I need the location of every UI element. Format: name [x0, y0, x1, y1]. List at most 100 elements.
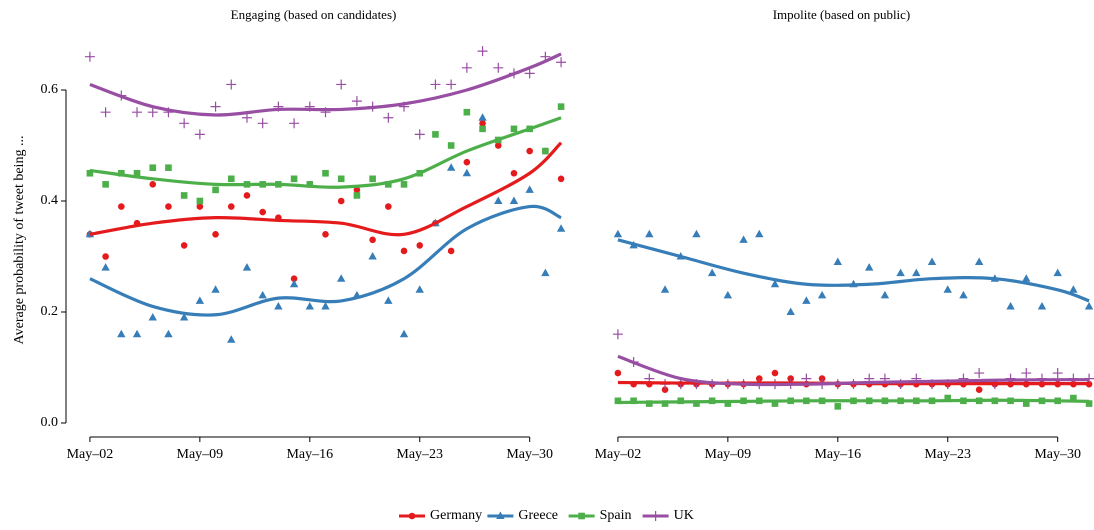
point	[383, 112, 394, 123]
point	[226, 79, 237, 90]
x-tick-label: May–30	[506, 447, 553, 462]
y-tick-label: 0.0	[41, 415, 59, 430]
point	[132, 329, 142, 338]
point	[880, 290, 890, 299]
point	[834, 403, 842, 410]
point	[212, 186, 219, 194]
point	[274, 301, 283, 310]
point	[385, 203, 392, 210]
trend-line	[617, 238, 1090, 303]
point	[102, 181, 109, 188]
point	[337, 197, 345, 205]
point	[614, 369, 622, 377]
point	[509, 196, 519, 204]
y-tick-label: 0.6	[41, 82, 59, 97]
point	[739, 235, 748, 243]
panel-title: Impolite (based on public)	[773, 7, 911, 22]
point	[1085, 400, 1093, 407]
point	[943, 285, 952, 293]
point	[242, 263, 252, 271]
point	[289, 118, 300, 129]
point	[227, 335, 236, 343]
x-tick-label: May–16	[814, 447, 861, 462]
point	[479, 120, 486, 127]
point	[147, 107, 158, 118]
point	[707, 268, 717, 277]
point	[645, 229, 654, 238]
point	[86, 169, 94, 177]
point	[510, 125, 518, 133]
x-tick-label: May–23	[924, 447, 971, 462]
point	[241, 112, 252, 123]
point	[557, 175, 565, 183]
point	[787, 375, 794, 382]
point	[165, 164, 172, 171]
point	[526, 147, 533, 155]
panel-title: Engaging (based on candidates)	[231, 7, 397, 22]
point	[723, 290, 733, 299]
point	[118, 203, 125, 210]
point	[415, 285, 424, 293]
point	[353, 192, 361, 199]
point	[117, 329, 126, 338]
point	[149, 164, 157, 171]
point	[771, 369, 779, 377]
point	[446, 79, 457, 90]
point	[179, 118, 190, 129]
point	[368, 252, 377, 260]
point	[660, 285, 670, 293]
legend-item: UK	[642, 508, 694, 523]
point	[755, 229, 764, 238]
point	[384, 296, 393, 304]
point	[101, 263, 110, 271]
trend-line	[617, 354, 1090, 387]
point	[462, 168, 472, 177]
legend-label: Spain	[600, 508, 632, 523]
point	[974, 368, 985, 379]
x-tick-label: May–23	[396, 447, 443, 462]
legend-marker	[578, 512, 585, 520]
point	[510, 169, 518, 177]
point	[322, 231, 329, 238]
point	[802, 296, 811, 304]
point	[461, 62, 472, 73]
legend-marker	[496, 511, 505, 519]
point	[494, 196, 503, 204]
trend-line	[89, 52, 562, 117]
point	[432, 131, 439, 138]
point	[556, 224, 566, 232]
point	[212, 231, 219, 238]
x-tick-label: May–02	[595, 447, 642, 462]
point	[164, 329, 173, 338]
point	[337, 175, 345, 183]
legend-label: Germany	[430, 508, 482, 523]
point	[478, 113, 487, 121]
point	[243, 192, 251, 199]
point	[289, 279, 299, 288]
point	[542, 147, 549, 155]
point	[693, 400, 700, 407]
point	[493, 62, 504, 73]
point	[833, 257, 842, 266]
point	[196, 197, 204, 205]
point	[494, 142, 502, 149]
point	[1052, 368, 1063, 379]
point	[290, 175, 298, 183]
point	[210, 101, 221, 112]
point	[959, 290, 968, 299]
point	[447, 142, 455, 149]
point	[414, 129, 425, 140]
point	[974, 257, 984, 266]
point	[463, 158, 471, 166]
point	[557, 103, 565, 110]
point	[927, 257, 937, 266]
y-axis-label: Average probability of tweet being ...	[12, 136, 27, 345]
legend-label: Greece	[518, 508, 558, 523]
point	[524, 68, 535, 79]
point	[556, 57, 567, 68]
x-tick-label: May–02	[67, 447, 114, 462]
point	[399, 329, 409, 338]
point	[1006, 301, 1015, 310]
point	[84, 51, 95, 62]
